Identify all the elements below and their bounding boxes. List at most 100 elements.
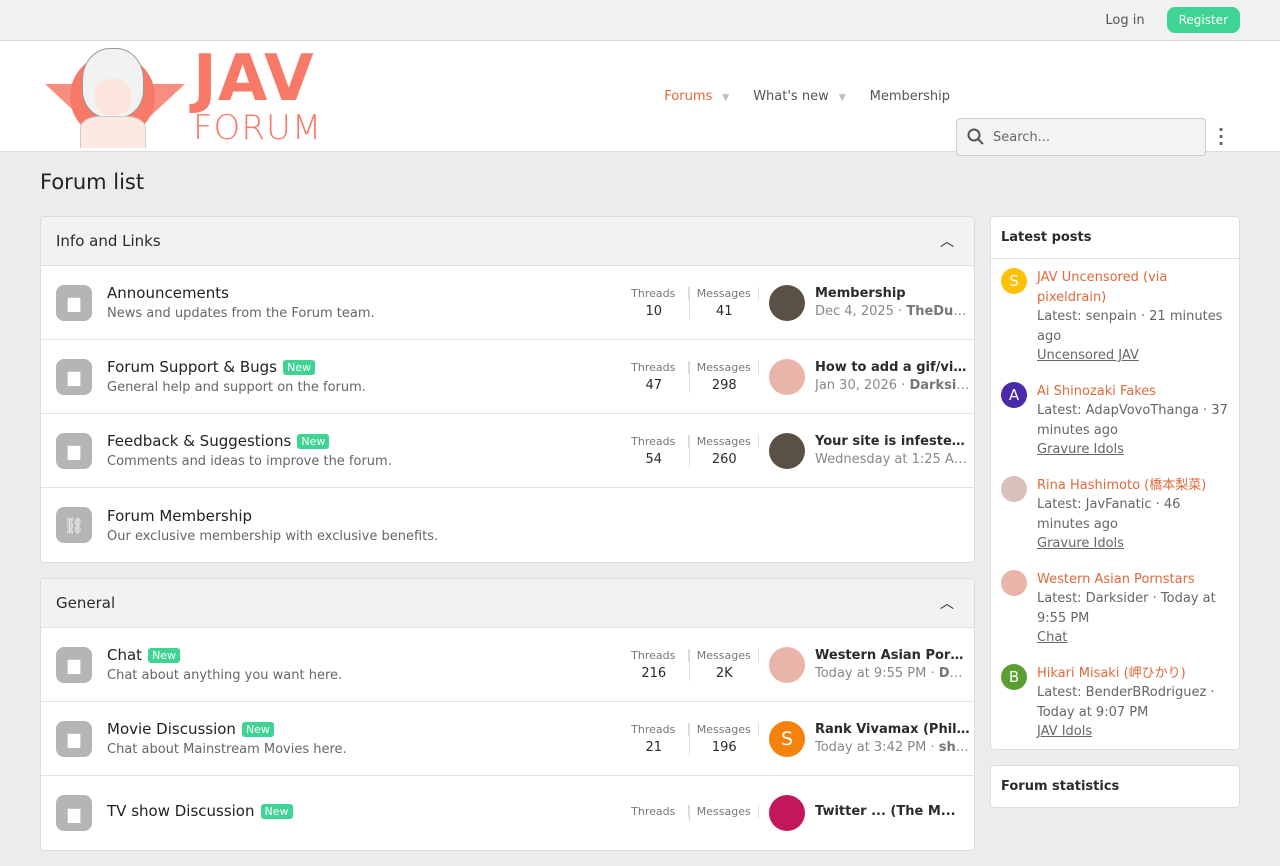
latest-post-item: Western Asian Pornstars Latest: Darksider… — [991, 561, 1239, 655]
forum-description: Comments and ideas to improve the forum. — [107, 454, 392, 469]
threads-label: Threads — [619, 722, 689, 736]
avatar-letter: A — [1008, 385, 1020, 404]
latest-post-item: A Ai Shinozaki Fakes Latest: AdapVovoThang… — [991, 373, 1239, 467]
last-post-date[interactable]: Today at 9:55 PM — [815, 666, 927, 681]
last-post: Your site is infested wi... Wednesday at … — [759, 432, 974, 469]
last-post-date[interactable]: Wednesday at 1:25 AM... — [815, 452, 970, 467]
threads-label: Threads — [619, 286, 689, 300]
new-badge: New — [148, 647, 181, 663]
forum-list: Info and Links ︿ ▆ Announcements News and… — [40, 216, 975, 866]
post-forum-link[interactable]: Gravure Idols — [1037, 442, 1124, 457]
messages-label: Messages — [690, 722, 759, 736]
site-logo[interactable]: JAV FORUM — [40, 43, 350, 149]
last-post-title[interactable]: Membership — [815, 286, 906, 301]
avatar-letter: S — [780, 727, 794, 750]
last-post-date[interactable]: Today at 3:42 PM — [815, 740, 927, 755]
forum-description: General help and support on the forum. — [107, 380, 366, 395]
post-meta: Latest: Darksider · Today at 9:55 PM — [1037, 591, 1216, 626]
avatar[interactable] — [1001, 475, 1027, 502]
avatar[interactable]: A — [1001, 381, 1027, 408]
chevron-down-icon[interactable]: ▼ — [722, 92, 730, 103]
category-block: General ︿ ▆ Chat New Chat about anything y… — [40, 578, 975, 851]
forum-title[interactable]: Feedback & Suggestions — [107, 432, 292, 450]
last-post-user[interactable]: shi... — [938, 740, 970, 755]
forum-stats: Threads 216 Messages 2K — [619, 648, 759, 681]
forum-title[interactable]: Announcements — [107, 284, 229, 302]
post-meta: Latest: senpain · 21 minutes ago — [1037, 309, 1223, 344]
category-title[interactable]: Info and Links — [56, 232, 161, 250]
latest-post-item: S JAV Uncensored (via pixeldrain) Latest: … — [991, 259, 1239, 373]
collapse-chevron-icon[interactable]: ︿ — [940, 234, 954, 250]
post-title[interactable]: JAV Uncensored (via pixeldrain) — [1037, 270, 1168, 305]
category-block: Info and Links ︿ ▆ Announcements News and… — [40, 216, 975, 563]
avatar[interactable] — [769, 432, 805, 469]
latest-posts-widget: Latest posts S JAV Uncensored (via pixeld… — [990, 216, 1240, 750]
page-title: Forum list — [40, 170, 145, 194]
category-title[interactable]: General — [56, 594, 116, 612]
search-input[interactable]: Search... — [956, 118, 1206, 156]
register-button[interactable]: Register — [1166, 7, 1240, 33]
category-header[interactable]: Info and Links ︿ — [41, 217, 974, 266]
post-forum-link[interactable]: JAV Idols — [1037, 724, 1093, 739]
post-title[interactable]: Ai Shinozaki Fakes — [1037, 383, 1157, 399]
last-post: S Rank Vivamax (Philipi... Today at 3:42 … — [759, 720, 974, 757]
avatar[interactable]: S — [769, 720, 805, 757]
chevron-down-icon[interactable]: ▼ — [838, 92, 846, 103]
last-post-title[interactable]: Rank Vivamax (Philipi... — [815, 722, 970, 737]
messages-count: 41 — [715, 303, 733, 319]
last-post-title[interactable]: Twitter ... (The M... — [815, 804, 956, 819]
post-forum-link[interactable]: Gravure Idols — [1037, 536, 1124, 551]
avatar[interactable] — [1001, 569, 1027, 596]
collapse-chevron-icon[interactable]: ︿ — [940, 596, 954, 612]
forum-stats: Threads 21 Messages 196 — [619, 722, 759, 755]
last-post-date[interactable]: Jan 30, 2026 — [815, 378, 898, 393]
messages-label: Messages — [690, 804, 759, 818]
avatar[interactable] — [769, 646, 805, 683]
last-post-date[interactable]: Dec 4, 2025 — [815, 304, 894, 319]
search-icon — [967, 128, 984, 145]
forum-title[interactable]: Chat — [107, 646, 143, 664]
last-post-user[interactable]: Dar... — [938, 666, 970, 681]
messages-count: 298 — [711, 377, 737, 393]
latest-post-item: Rina Hashimoto (橋本梨菜) Latest: JavFanatic … — [991, 467, 1239, 561]
last-post-title[interactable]: Western Asian Pornsta... — [815, 648, 970, 663]
nav-forums[interactable]: Forums ▼ — [664, 89, 729, 104]
forum-description: Chat about anything you want here. — [107, 668, 343, 683]
post-meta: Latest: AdapVovoThanga · 37 minutes ago — [1037, 403, 1228, 438]
avatar[interactable]: B — [1001, 663, 1027, 690]
new-badge: New — [283, 359, 315, 375]
post-meta: Latest: JavFanatic · 46 minutes ago — [1037, 497, 1181, 532]
forum-title[interactable]: TV show Discussion — [107, 802, 255, 820]
avatar[interactable] — [769, 284, 805, 321]
post-forum-link[interactable]: Uncensored JAV — [1037, 348, 1139, 363]
last-post-title[interactable]: Your site is infested wi... — [815, 434, 970, 449]
nav-whats-new-label: What's new — [753, 88, 829, 104]
forum-node: ▆ Feedback & Suggestions New Comments and… — [41, 414, 974, 488]
forum-title[interactable]: Forum Support & Bugs — [107, 358, 277, 376]
last-post-user[interactable]: TheDude — [906, 304, 970, 319]
forum-title[interactable]: Movie Discussion — [107, 720, 236, 738]
more-options-icon[interactable]: · · · — [1218, 120, 1225, 153]
post-forum-link[interactable]: Chat — [1037, 630, 1068, 645]
nav-whats-new[interactable]: What's new ▼ — [753, 89, 845, 104]
last-post-title[interactable]: How to add a gif/vide... — [815, 360, 970, 375]
new-badge: New — [241, 721, 274, 737]
post-title[interactable]: Rina Hashimoto (橋本梨菜) — [1037, 477, 1207, 493]
messages-label: Messages — [690, 648, 759, 662]
avatar[interactable] — [769, 358, 805, 395]
category-header[interactable]: General ︿ — [41, 579, 974, 628]
forum-title[interactable]: Forum Membership — [107, 506, 253, 525]
threads-label: Threads — [619, 804, 689, 818]
login-link[interactable]: Log in — [1105, 12, 1145, 28]
header: JAV FORUM Forums ▼ What's new ▼ Membership… — [0, 41, 1280, 156]
nav-membership[interactable]: Membership — [869, 88, 950, 104]
avatar[interactable] — [769, 795, 805, 831]
last-post: Western Asian Pornsta... Today at 9:55 PM… — [759, 646, 974, 683]
last-post-user[interactable]: Darksider — [909, 378, 970, 393]
forum-stats: Threads 10 Messages 41 — [619, 286, 759, 319]
avatar[interactable]: S — [1001, 268, 1027, 294]
chat-bubbles-icon: ▆ — [56, 720, 92, 757]
forum-statistics-title: Forum statistics — [1001, 778, 1120, 794]
post-title[interactable]: Western Asian Pornstars — [1037, 571, 1195, 587]
post-title[interactable]: Hikari Misaki (岬ひかり) — [1037, 665, 1186, 681]
